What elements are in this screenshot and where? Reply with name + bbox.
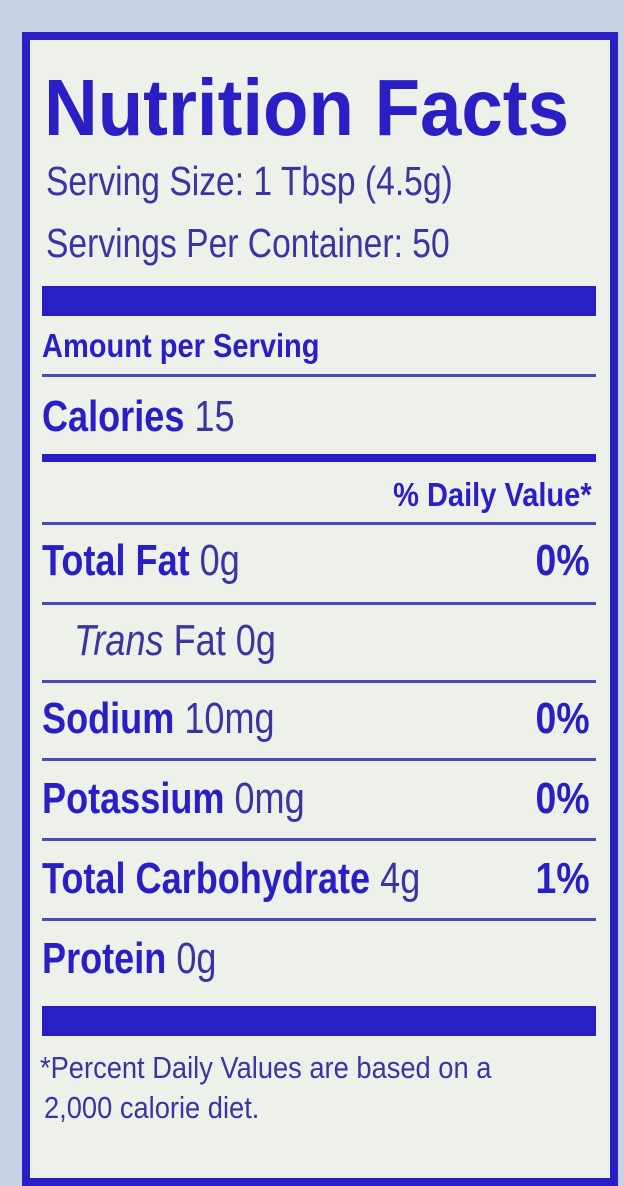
amount-per-serving: Amount per Serving [42,327,320,364]
nutrient-label: Potassium [42,774,225,823]
divider [42,522,596,525]
thick-divider [42,1006,596,1036]
serving-size: Serving Size: 1 Tbsp (4.5g) [46,158,453,204]
divider [42,758,596,761]
daily-value-header: % Daily Value* [393,476,592,513]
nutrient-dv: 0% [535,536,590,585]
nutrient-amount: 4g [380,854,421,903]
nutrient-label: Total Fat [42,536,190,585]
nutrient-label-suffix: Fat [173,616,226,665]
nutrient-label: Trans [74,616,164,665]
nutrient-row-total-carbohydrate: Total Carbohydrate 4g [42,854,420,904]
divider [42,838,596,841]
thick-divider [42,286,596,316]
calories-value: 15 [194,392,235,441]
nutrient-label: Total Carbohydrate [42,854,371,903]
nutrient-amount: 0g [235,616,276,665]
footnote-line-1: *Percent Daily Values are based on a [40,1050,492,1085]
nutrient-amount: 10mg [184,694,275,743]
nutrient-dv: 0% [535,694,590,743]
divider [42,918,596,921]
nutrient-row-trans-fat: Trans Fat 0g [74,616,276,666]
nutrient-label: Protein [42,934,167,983]
footnote-line-2: 2,000 calorie diet. [44,1090,260,1125]
nutrient-amount: 0g [176,934,217,983]
nutrient-amount: 0mg [234,774,305,823]
divider [42,374,596,377]
medium-divider [42,454,596,462]
nutrient-row-potassium: Potassium 0mg [42,774,305,824]
divider [42,680,596,683]
nutrient-row-protein: Protein 0g [42,934,216,984]
calories-row: Calories 15 [42,392,235,442]
divider [42,602,596,605]
nutrient-amount: 0g [199,536,240,585]
nutrient-row-total-fat: Total Fat 0g [42,536,240,586]
nutrition-facts-panel: Nutrition Facts Serving Size: 1 Tbsp (4.… [22,32,618,1186]
servings-per-container: Servings Per Container: 50 [46,220,450,266]
nutrient-row-sodium: Sodium 10mg [42,694,275,744]
nutrient-label: Sodium [42,694,175,743]
calories-label: Calories [42,392,185,441]
nutrient-dv: 1% [535,854,590,903]
nutrient-dv: 0% [535,774,590,823]
title: Nutrition Facts [44,63,569,152]
